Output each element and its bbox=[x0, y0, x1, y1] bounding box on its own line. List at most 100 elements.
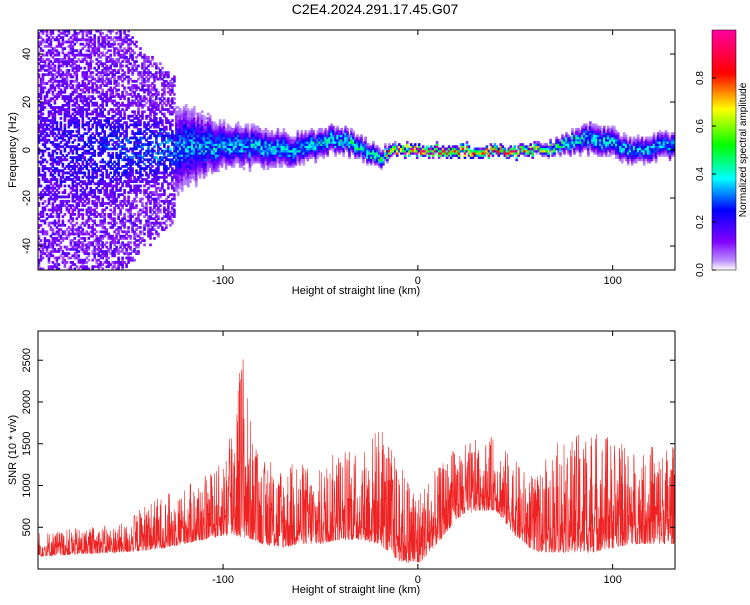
spectrogram-cell bbox=[195, 132, 198, 135]
spectrogram-cell bbox=[127, 82, 130, 85]
spectrogram-cell bbox=[45, 180, 49, 183]
spectrogram-cell bbox=[145, 154, 148, 157]
spectrogram-cell bbox=[161, 88, 164, 92]
spectrogram-cell bbox=[43, 143, 47, 146]
spectrogram-cell bbox=[101, 263, 104, 266]
spectrogram-cell bbox=[171, 136, 174, 140]
spectrogram-cell bbox=[73, 171, 77, 175]
spectrogram-cell bbox=[85, 114, 89, 118]
spectrogram-cell bbox=[208, 132, 212, 135]
spectrogram-cell bbox=[230, 138, 234, 142]
spectrogram-cell bbox=[262, 143, 266, 146]
spectrogram-cell bbox=[53, 208, 57, 212]
spectrogram-cell bbox=[202, 141, 206, 144]
spectrogram-cell bbox=[212, 145, 216, 149]
spectrogram-cell bbox=[117, 239, 120, 242]
spectrogram-cell bbox=[79, 53, 83, 57]
spectrogram-cell bbox=[117, 160, 120, 164]
spectrogram-cell bbox=[256, 134, 260, 138]
spectrogram-cell bbox=[53, 186, 57, 190]
spectrogram-cell bbox=[77, 147, 81, 151]
spectrogram-cell bbox=[131, 90, 134, 94]
spectrogram-cell bbox=[77, 195, 81, 199]
spectrogram-cell bbox=[159, 162, 162, 166]
spectrogram-cell bbox=[222, 136, 226, 140]
spectrogram-cell bbox=[51, 125, 55, 129]
spectrogram-cell bbox=[216, 149, 220, 153]
spectrogram-cell bbox=[85, 88, 89, 92]
spectrogram-cell bbox=[75, 189, 79, 192]
spectrogram-cell bbox=[214, 132, 218, 135]
spectrogram-cell bbox=[129, 237, 132, 240]
spectrogram-cell bbox=[101, 110, 104, 114]
spectrogram-cell bbox=[179, 132, 182, 135]
spectrogram-cell bbox=[197, 158, 200, 162]
spectrogram-cell bbox=[206, 121, 210, 125]
spectrogram-cell bbox=[125, 169, 128, 173]
spectrogram-cell bbox=[109, 213, 112, 216]
spectrogram-cell bbox=[89, 141, 93, 144]
spectrogram-cell bbox=[43, 138, 47, 142]
spectrogram-cell bbox=[200, 132, 204, 135]
spectrogram-cell bbox=[93, 219, 96, 223]
spectrogram-cell bbox=[125, 182, 128, 186]
spectrogram-cell bbox=[69, 186, 73, 190]
spectrogram-cell bbox=[240, 162, 244, 166]
spectrogram-cell bbox=[45, 40, 49, 44]
spectrogram-cell bbox=[151, 184, 154, 188]
spectrogram-cell bbox=[208, 138, 212, 142]
spectrogram-cell bbox=[187, 158, 190, 162]
spectrogram-cell bbox=[123, 53, 126, 57]
spectrogram-cell bbox=[125, 147, 128, 151]
spectrogram-cell bbox=[133, 237, 136, 240]
spectrogram-cell bbox=[218, 127, 222, 131]
spectrogram-cell bbox=[113, 99, 116, 103]
spectrogram-cell bbox=[53, 95, 57, 98]
spectrogram-cell bbox=[256, 147, 260, 151]
spectrogram-cell bbox=[177, 151, 180, 155]
spectrogram-cell bbox=[113, 130, 116, 133]
spectrogram-cell bbox=[63, 97, 67, 101]
spectrogram-cell bbox=[87, 237, 91, 240]
spectrogram-cell bbox=[103, 184, 106, 188]
spectrogram-cell bbox=[145, 158, 148, 162]
spectrogram-cell bbox=[193, 125, 196, 129]
spectrogram-cell bbox=[105, 254, 108, 258]
spectrogram-cell bbox=[103, 141, 106, 144]
spectrogram-cell bbox=[159, 156, 162, 159]
spectrogram-cell bbox=[127, 184, 130, 188]
spectrogram-cell bbox=[59, 117, 63, 120]
spectrogram-cell bbox=[79, 112, 83, 116]
spectrogram-cell bbox=[252, 154, 256, 157]
spectrogram-cell bbox=[173, 162, 176, 166]
spectrogram-cell bbox=[216, 125, 220, 129]
spectrogram-cell bbox=[244, 138, 248, 142]
spectrogram-cell bbox=[43, 221, 47, 225]
spectrogram-cell bbox=[93, 40, 96, 44]
spectrogram-cell bbox=[75, 86, 79, 90]
spectrogram-cell bbox=[41, 117, 45, 120]
spectrogram-cell bbox=[125, 252, 128, 255]
spectrogram-cell bbox=[111, 175, 114, 179]
spectrogram-cell bbox=[155, 90, 158, 94]
spectrogram-cell bbox=[161, 112, 164, 116]
spectrogram-cell bbox=[181, 110, 184, 114]
spectrogram-cell bbox=[264, 158, 268, 162]
spectrogram-cell bbox=[47, 197, 51, 201]
spectrogram-cell bbox=[169, 199, 172, 203]
spectrogram-cell bbox=[167, 199, 170, 203]
spectrogram-cell bbox=[214, 127, 218, 131]
spectrogram-cell bbox=[238, 165, 242, 168]
spectrogram-cell bbox=[135, 180, 138, 183]
spectrogram-cell bbox=[268, 162, 272, 166]
spectrogram-cell bbox=[260, 147, 264, 151]
spectrogram-cell bbox=[109, 49, 112, 53]
spectrogram-cell bbox=[51, 97, 55, 101]
spectrogram-cell bbox=[121, 53, 124, 57]
spectrogram-cell bbox=[141, 132, 144, 135]
spectrogram-cell bbox=[266, 165, 270, 168]
spectrogram-cell bbox=[49, 97, 53, 101]
spectrogram-cell bbox=[177, 106, 180, 109]
spectrogram-cell bbox=[133, 206, 136, 210]
spectrogram-cell bbox=[97, 106, 100, 109]
